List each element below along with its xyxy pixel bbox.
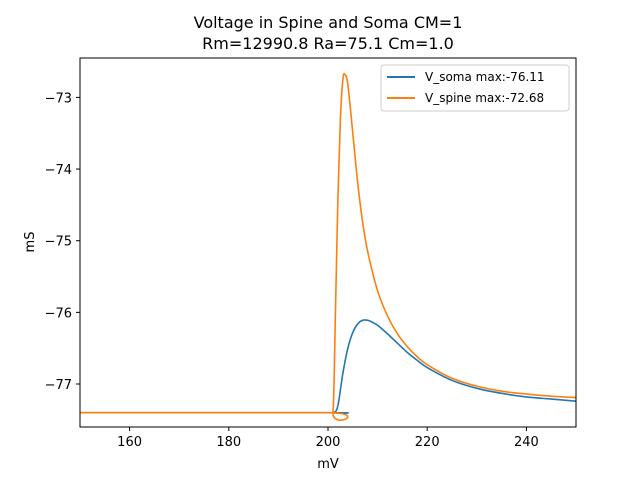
x-tick-label: 200 xyxy=(316,435,341,450)
y-tick-label: −75 xyxy=(45,235,72,250)
y-axis-label: mS xyxy=(23,232,38,253)
x-tick-label: 220 xyxy=(415,435,440,450)
x-tick-label: 240 xyxy=(514,435,539,450)
x-tick-label: 180 xyxy=(216,435,241,450)
plot-frame xyxy=(79,57,577,428)
series-layer xyxy=(80,72,576,421)
chart-subtitle: Rm=12990.8 Ra=75.1 Cm=1.0 xyxy=(202,34,454,53)
series-line-spine xyxy=(80,72,576,421)
y-tick-label: −76 xyxy=(45,306,72,321)
legend-label-soma: V_soma max:-76.11 xyxy=(425,70,545,84)
tick-layer: 160 180 200 220 240 −77 −76 −75 −74 −73 xyxy=(45,91,539,450)
legend: V_soma max:-76.11 V_spine max:-72.68 xyxy=(380,64,570,112)
chart-title: Voltage in Spine and Soma CM=1 xyxy=(194,13,463,32)
legend-label-spine: V_spine max:-72.68 xyxy=(425,91,544,105)
series-line-soma xyxy=(80,319,576,414)
y-tick-label: −74 xyxy=(45,163,72,178)
x-tick-label: 160 xyxy=(117,435,142,450)
y-tick-label: −73 xyxy=(45,91,72,106)
y-tick-label: −77 xyxy=(45,378,72,393)
legend-box xyxy=(380,64,570,112)
x-axis-label: mV xyxy=(317,457,339,472)
